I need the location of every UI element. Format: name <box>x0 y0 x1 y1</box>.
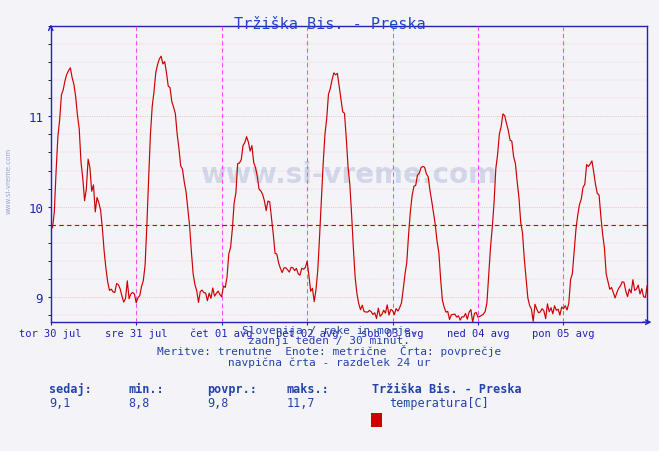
Text: Slovenija / reke in morje.: Slovenija / reke in morje. <box>242 325 417 335</box>
Text: www.si-vreme.com: www.si-vreme.com <box>5 147 12 213</box>
Text: navpična črta - razdelek 24 ur: navpična črta - razdelek 24 ur <box>228 357 431 367</box>
Text: 9,8: 9,8 <box>208 396 229 409</box>
Text: zadnji teden / 30 minut.: zadnji teden / 30 minut. <box>248 336 411 345</box>
Text: 11,7: 11,7 <box>287 396 315 409</box>
Text: www.si-vreme.com: www.si-vreme.com <box>200 161 498 189</box>
Text: Tržiška Bis. - Preska: Tržiška Bis. - Preska <box>234 17 425 32</box>
Text: 9,1: 9,1 <box>49 396 71 409</box>
Text: maks.:: maks.: <box>287 382 330 396</box>
Text: povpr.:: povpr.: <box>208 382 258 396</box>
Text: min.:: min.: <box>129 382 164 396</box>
Text: temperatura[C]: temperatura[C] <box>389 396 488 409</box>
Text: 8,8: 8,8 <box>129 396 150 409</box>
Text: Tržiška Bis. - Preska: Tržiška Bis. - Preska <box>372 382 522 396</box>
Text: Meritve: trenutne  Enote: metrične  Črta: povprečje: Meritve: trenutne Enote: metrične Črta: … <box>158 345 501 356</box>
Text: sedaj:: sedaj: <box>49 382 92 396</box>
